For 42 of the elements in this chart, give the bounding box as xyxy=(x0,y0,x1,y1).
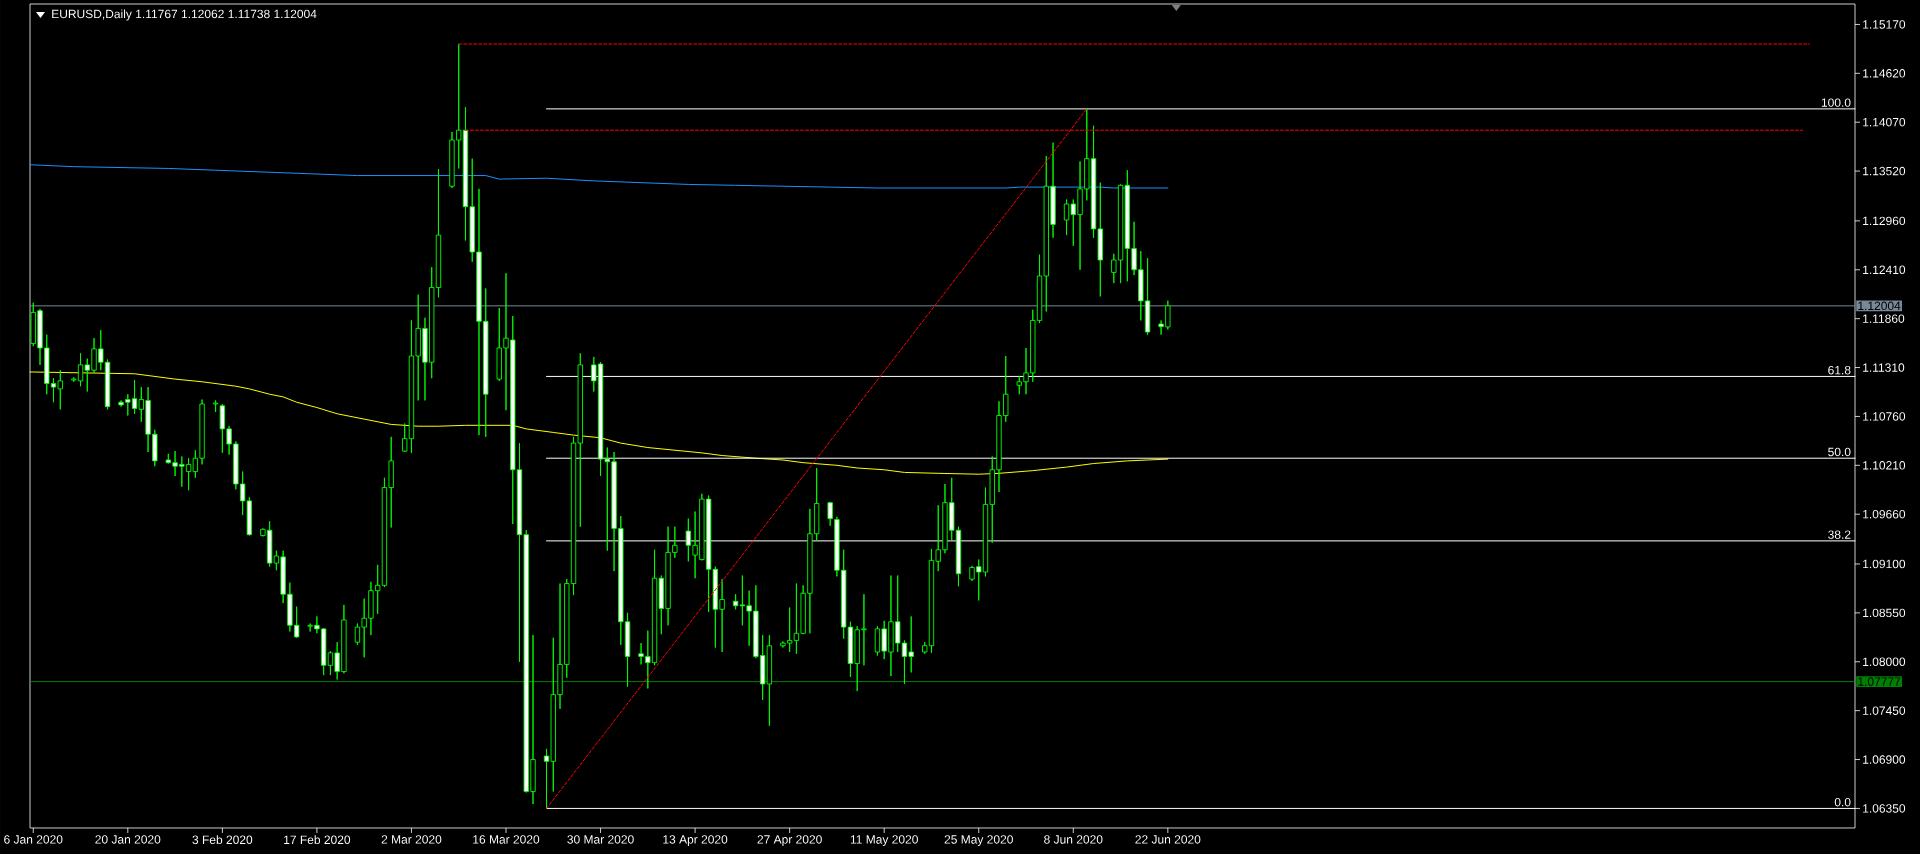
y-tick-label: 1.06900 xyxy=(1863,755,1906,764)
y-tick-label: 1.11860 xyxy=(1863,314,1905,323)
x-tick-label: 16 Mar 2020 xyxy=(473,835,540,844)
y-tick-label: 1.10210 xyxy=(1863,461,1906,470)
x-tick-label: 25 May 2020 xyxy=(944,835,1013,847)
legend-label: 61.8 xyxy=(1828,365,1851,375)
candlestick xyxy=(827,501,833,527)
y-tick-label: 1.09100 xyxy=(1863,559,1906,569)
x-tick-label: 13 Apr 2020 xyxy=(663,835,728,847)
y-tick-label: 1.15170 xyxy=(1863,20,1906,29)
candlestick xyxy=(212,399,219,413)
y-tick-label: 1.14070 xyxy=(1863,117,1906,127)
series-label: 50.0 xyxy=(1828,447,1851,457)
line-series xyxy=(29,164,1169,189)
chart-title: EURUSD,Daily 1.11767 1.12062 1.11738 1.12004 xyxy=(52,9,317,21)
x-tick-label: 27 Apr 2020 xyxy=(757,835,822,847)
y-tick-label: 1.10760 xyxy=(1863,412,1906,421)
y-tick-label: 1.09660 xyxy=(1863,509,1906,519)
x-tick-label: 11 May 2020 xyxy=(850,835,918,847)
ref-line-label: 1.07777 xyxy=(1858,677,1901,686)
y-tick-label: 1.14620 xyxy=(1863,69,1906,78)
y-tick-label: 1.12410 xyxy=(1863,265,1906,275)
y-tick-label: 1.06350 xyxy=(1863,804,1906,813)
candlestick xyxy=(922,641,928,655)
x-tick-label: 8 Jun 2020 xyxy=(1044,835,1103,844)
y-tick-label: 1.13520 xyxy=(1863,166,1906,176)
legend-label: 0.0 xyxy=(1834,797,1851,807)
y-tick-label: 1.08000 xyxy=(1863,657,1906,667)
series-label: 38.2 xyxy=(1828,530,1851,539)
x-tick-label: 6 Jan 2020 xyxy=(4,835,63,844)
x-tick-label: 30 Mar 2020 xyxy=(567,835,634,844)
series-label: 100.0 xyxy=(1821,98,1851,107)
y-tick-label: 1.08550 xyxy=(1863,608,1906,618)
x-tick-label: 2 Mar 2020 xyxy=(381,835,442,844)
x-tick-label: 20 Jan 2020 xyxy=(95,835,161,844)
x-tick-label: 22 Jun 2020 xyxy=(1135,835,1201,844)
ref-line-label: 1.12004 xyxy=(1858,301,1901,311)
y-tick-label: 1.12960 xyxy=(1863,216,1906,226)
y-tick-label: 1.11310 xyxy=(1863,363,1905,372)
x-tick-label: 3 Feb 2020 xyxy=(192,835,253,844)
x-tick-label: 17 Feb 2020 xyxy=(284,835,351,844)
y-tick-label: 1.07450 xyxy=(1863,706,1906,715)
